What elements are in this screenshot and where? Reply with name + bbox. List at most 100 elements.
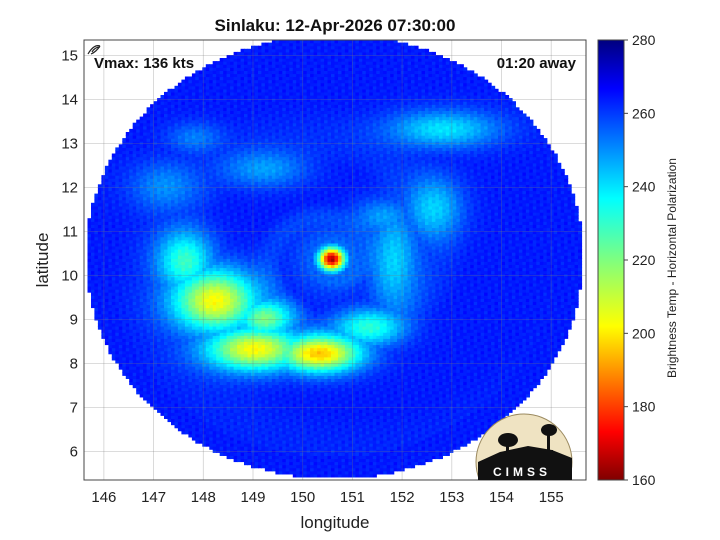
heat-cell — [115, 326, 120, 330]
heat-cell — [115, 249, 120, 253]
heat-cell — [150, 378, 155, 383]
heat-cell — [164, 279, 169, 284]
heat-cell — [164, 307, 169, 312]
heat-cell — [115, 356, 120, 361]
heat-cell — [167, 165, 172, 170]
heat-cell — [174, 153, 179, 158]
heat-cell — [136, 366, 141, 370]
heat-cell — [104, 242, 109, 247]
heat-cell — [125, 356, 130, 361]
heat-cell — [132, 162, 137, 167]
heat-cell — [167, 153, 172, 158]
heat-cell — [171, 347, 176, 352]
heat-cell — [94, 193, 99, 198]
heat-cell — [136, 159, 141, 164]
heat-cell — [125, 307, 130, 312]
heat-cell — [171, 418, 176, 423]
heat-cell — [115, 338, 120, 342]
heat-cell — [146, 276, 151, 281]
heat-cell — [150, 147, 155, 152]
heat-cell — [132, 159, 137, 164]
heat-cell — [146, 292, 151, 296]
heat-cell — [174, 168, 179, 173]
heat-cell — [132, 172, 137, 176]
heat-cell — [101, 307, 106, 312]
heat-cell — [139, 224, 144, 229]
heat-cell — [118, 245, 123, 250]
heat-cell — [132, 353, 137, 358]
heat-cell — [136, 344, 141, 349]
heat-cell — [139, 184, 144, 188]
heat-cell — [115, 165, 120, 170]
heat-cell — [111, 267, 116, 272]
heat-cell — [97, 261, 102, 265]
heat-cell — [167, 128, 172, 133]
heat-cell — [174, 135, 179, 139]
heat-cell — [164, 319, 169, 324]
heat-cell — [118, 150, 123, 155]
heat-cell — [125, 282, 130, 287]
heat-cell — [101, 193, 106, 198]
heat-cell — [136, 215, 141, 219]
heat-cell — [97, 258, 102, 262]
heat-cell — [104, 218, 109, 222]
heat-cell — [164, 387, 169, 392]
heat-cell — [101, 276, 106, 281]
heat-cell — [136, 202, 141, 207]
heat-cell — [129, 196, 134, 201]
heat-cell — [139, 227, 144, 232]
heat-cell — [91, 289, 96, 293]
heat-cell — [171, 199, 176, 204]
heat-cell — [136, 289, 141, 293]
heat-cell — [115, 202, 120, 207]
heat-cell — [174, 165, 179, 170]
heat-cell — [118, 304, 123, 309]
heat-cell — [136, 227, 141, 232]
heat-cell — [143, 193, 148, 198]
heat-cell — [115, 193, 120, 198]
heat-cell — [108, 310, 113, 315]
heat-cell — [153, 249, 158, 253]
heat-cell — [164, 125, 169, 130]
heat-cell — [125, 286, 130, 290]
heat-cell — [122, 369, 127, 373]
heat-cell — [153, 227, 158, 232]
heat-cell — [87, 282, 92, 287]
heat-cell — [167, 270, 172, 275]
heat-cell — [111, 249, 116, 253]
heat-cell — [160, 403, 165, 407]
heat-cell — [143, 396, 148, 401]
heat-cell — [104, 193, 109, 198]
heat-cell — [157, 184, 162, 188]
heat-cell — [146, 107, 151, 111]
heat-cell — [146, 239, 151, 244]
heat-cell — [157, 273, 162, 278]
heat-cell — [153, 322, 158, 327]
heat-cell — [104, 196, 109, 201]
heat-cell — [118, 319, 123, 324]
heat-cell — [174, 85, 179, 90]
heat-cell — [171, 98, 176, 102]
heat-cell — [150, 298, 155, 302]
heat-cell — [143, 301, 148, 306]
heat-cell — [108, 168, 113, 173]
heat-cell — [146, 165, 151, 170]
heat-cell — [139, 181, 144, 185]
heat-cell — [108, 341, 113, 346]
heat-cell — [129, 245, 134, 250]
heat-cell — [160, 344, 165, 349]
heat-cell — [125, 332, 130, 336]
heat-cell — [146, 319, 151, 324]
heat-cell — [150, 141, 155, 145]
heat-cell — [146, 396, 151, 401]
heat-cell — [153, 162, 158, 167]
heat-cell — [164, 295, 169, 299]
heat-cell — [164, 193, 169, 198]
heat-cell — [136, 199, 141, 204]
heat-cell — [174, 375, 179, 379]
heat-cell — [122, 212, 127, 216]
heat-cell — [143, 209, 148, 213]
heat-cell — [136, 147, 141, 152]
heat-cell — [157, 347, 162, 352]
heat-cell — [118, 175, 123, 179]
